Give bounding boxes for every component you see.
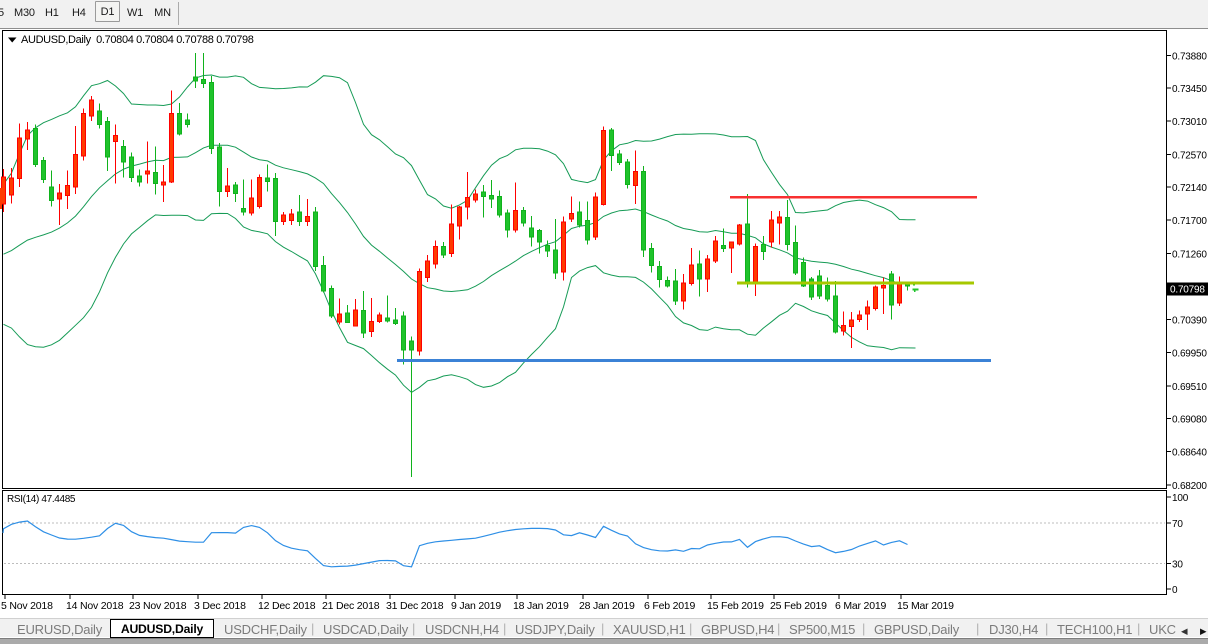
svg-text:15 Feb 2019: 15 Feb 2019 <box>707 600 764 612</box>
svg-text:12 Dec 2018: 12 Dec 2018 <box>258 600 316 612</box>
svg-text:AUDUSD,Daily 0.70804 0.70804: AUDUSD,Daily 0.70804 0.70804 0.70788 0.7… <box>21 34 254 46</box>
svg-text:0.70798: 0.70798 <box>1170 284 1205 295</box>
svg-text:RSI(14) 47.4485: RSI(14) 47.4485 <box>7 494 76 505</box>
svg-text:18 Jan 2019: 18 Jan 2019 <box>513 600 569 612</box>
svg-text:5 Nov 2018: 5 Nov 2018 <box>1 600 53 612</box>
svg-text:30: 30 <box>1172 560 1183 571</box>
svg-text:0.71700: 0.71700 <box>1172 216 1207 227</box>
svg-text:31 Dec 2018: 31 Dec 2018 <box>386 600 444 612</box>
svg-text:0.69080: 0.69080 <box>1172 414 1207 425</box>
svg-text:9 Jan 2019: 9 Jan 2019 <box>451 600 501 612</box>
svg-text:0.68640: 0.68640 <box>1172 448 1207 459</box>
svg-text:14 Nov 2018: 14 Nov 2018 <box>66 600 124 612</box>
svg-text:100: 100 <box>1172 493 1189 504</box>
svg-text:15 Mar 2019: 15 Mar 2019 <box>897 600 954 612</box>
svg-text:0.72570: 0.72570 <box>1172 150 1207 161</box>
svg-text:0.68200: 0.68200 <box>1172 481 1207 492</box>
svg-text:70: 70 <box>1172 519 1183 530</box>
svg-text:28 Jan 2019: 28 Jan 2019 <box>579 600 635 612</box>
svg-text:0.72140: 0.72140 <box>1172 183 1207 194</box>
svg-text:6 Feb 2019: 6 Feb 2019 <box>644 600 695 612</box>
svg-text:0.71260: 0.71260 <box>1172 250 1207 261</box>
svg-text:0.69510: 0.69510 <box>1172 382 1207 393</box>
svg-text:21 Dec 2018: 21 Dec 2018 <box>322 600 380 612</box>
svg-text:0.73880: 0.73880 <box>1172 51 1207 62</box>
svg-text:0.73010: 0.73010 <box>1172 117 1207 128</box>
svg-text:0: 0 <box>1172 585 1178 596</box>
svg-text:0.70390: 0.70390 <box>1172 315 1207 326</box>
svg-text:3 Dec 2018: 3 Dec 2018 <box>194 600 246 612</box>
svg-text:6 Mar 2019: 6 Mar 2019 <box>835 600 886 612</box>
svg-text:0.73450: 0.73450 <box>1172 84 1207 95</box>
svg-text:23 Nov 2018: 23 Nov 2018 <box>129 600 187 612</box>
svg-text:0.69950: 0.69950 <box>1172 349 1207 360</box>
svg-text:25 Feb 2019: 25 Feb 2019 <box>770 600 827 612</box>
